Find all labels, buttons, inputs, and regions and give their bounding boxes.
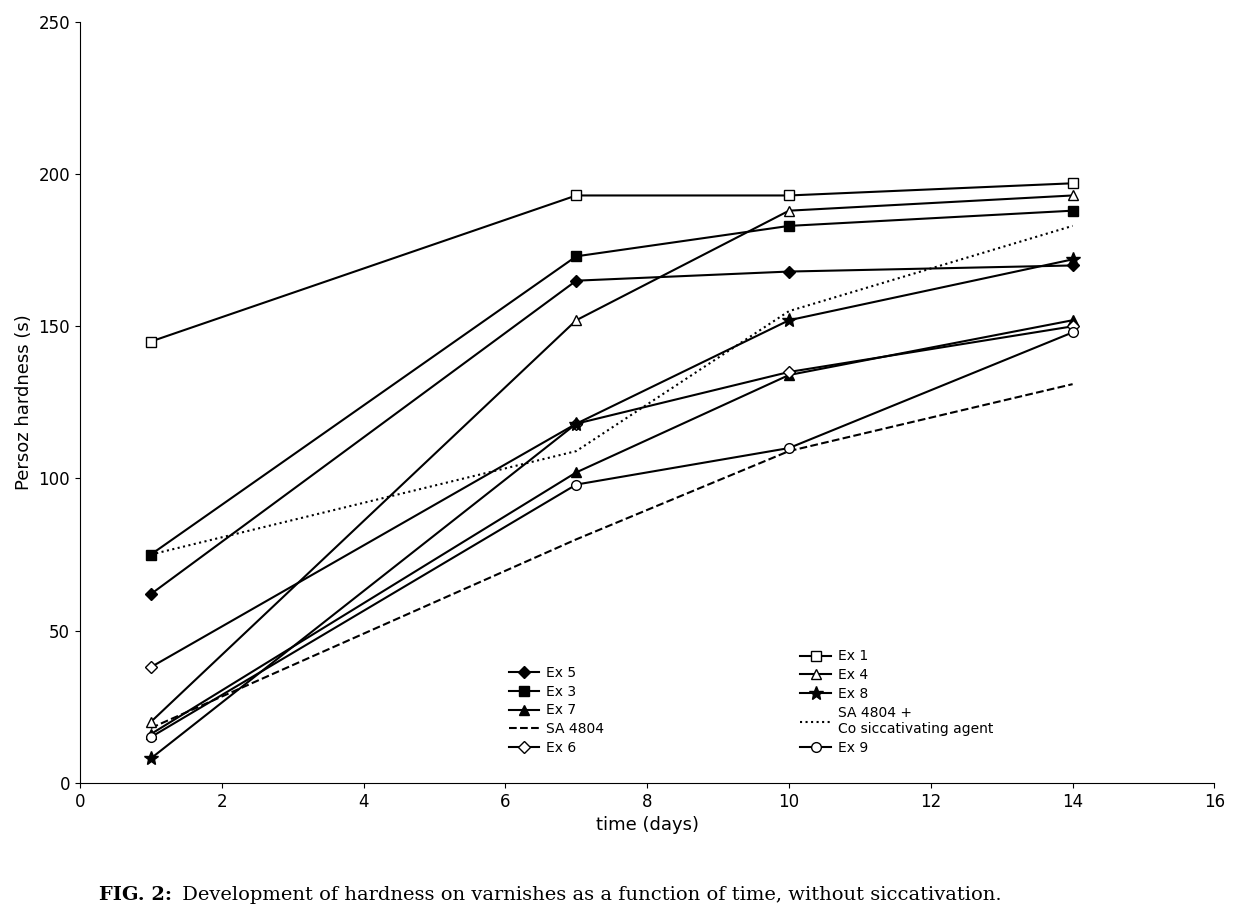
Legend: Ex 1, Ex 4, Ex 8, SA 4804 +
Co siccativating agent, Ex 9: Ex 1, Ex 4, Ex 8, SA 4804 + Co siccativa… bbox=[795, 644, 998, 761]
Y-axis label: Persoz hardness (s): Persoz hardness (s) bbox=[15, 315, 33, 490]
Text: FIG. 2:: FIG. 2: bbox=[99, 886, 172, 904]
X-axis label: time (days): time (days) bbox=[595, 816, 698, 834]
Text: Development of hardness on varnishes as a function of time, without siccativatio: Development of hardness on varnishes as … bbox=[176, 886, 1002, 904]
